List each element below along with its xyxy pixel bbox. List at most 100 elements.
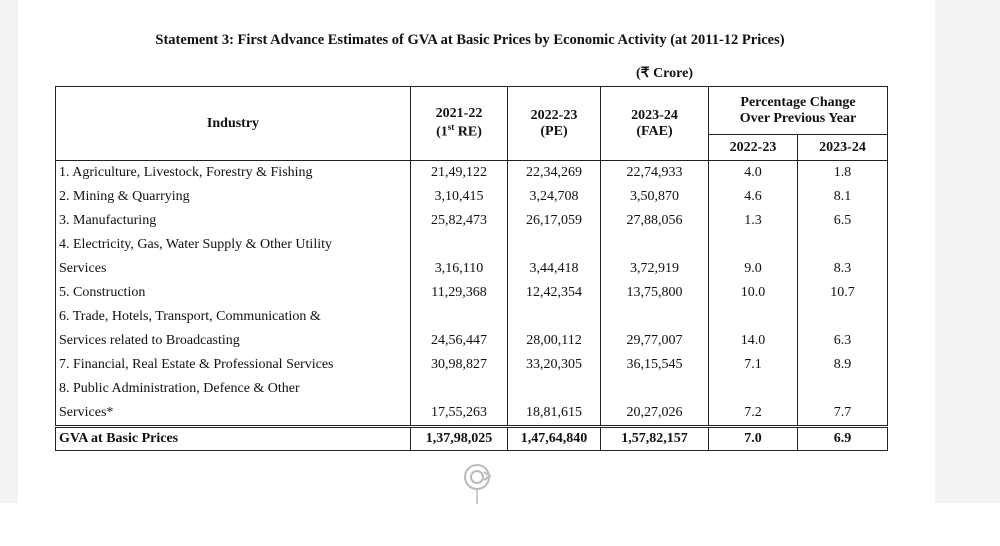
value-cell: 3,72,919 [600,233,709,281]
value-cell: 30,98,827 [410,353,508,377]
header-cell: 2023-24 (FAE) [600,86,709,161]
data-row: 4. Electricity, Gas, Water Supply & Othe… [55,233,888,281]
value-cell: 20,27,026 [600,377,709,427]
industry-text: 7. Financial, Real Estate & Professional… [59,357,334,372]
value-cell: 22,34,269 [507,160,601,185]
value-cell: 25,82,473 [410,209,508,233]
header-text: (1 [436,124,448,140]
industry-cell: 3. Manufacturing [55,209,411,233]
value-cell: 3,44,418 [507,233,601,281]
rotate-icon[interactable] [458,460,498,506]
value-cell: 6.3 [797,305,888,353]
industry-text: 1. Agriculture, Livestock, Forestry & Fi… [59,165,313,180]
viewer-margin [935,0,1000,503]
value-cell: 24,56,447 [410,305,508,353]
value-cell: 10.0 [708,281,798,305]
value-cell: 22,74,933 [600,160,709,185]
value-cell: 3,50,870 [600,185,709,209]
value-cell: 8.3 [797,233,888,281]
viewer-margin [0,0,18,503]
header-row: Industry 2021-22 (1st RE) 2022-23 (PE) 2023-2… [55,86,888,161]
value-cell: 3,24,708 [507,185,601,209]
industry-text: 4. Electricity, Gas, Water Supply & Othe… [59,237,332,252]
value-cell: 6.5 [797,209,888,233]
total-value: 1,57,82,157 [600,425,709,451]
header-text: 2021-22 [435,106,483,122]
value-cell: 26,17,059 [507,209,601,233]
value-cell: 3,10,415 [410,185,508,209]
value-cell: 36,15,545 [600,353,709,377]
header-text: (FAE) [636,123,673,139]
header-cell: 2022-23 [708,134,798,161]
industry-cell: 4. Electricity, Gas, Water Supply & Othe… [55,233,411,281]
value-cell: 3,16,110 [410,233,508,281]
value-cell: 33,20,305 [507,353,601,377]
header-cell: Percentage Change Over Previous Year [708,86,888,135]
industry-text: Services* [59,405,114,420]
value-cell: 11,29,368 [410,281,508,305]
total-label: GVA at Basic Prices [55,425,411,451]
gva-table: Industry 2021-22 (1st RE) 2022-23 (PE) 2023-2… [55,86,888,451]
value-cell: 8.1 [797,185,888,209]
value-cell: 17,55,263 [410,377,508,427]
value-cell: 12,42,354 [507,281,601,305]
industry-cell: 2. Mining & Quarrying [55,185,411,209]
value-cell: 1.8 [797,160,888,185]
value-cell: 4.0 [708,160,798,185]
header-row: 2022-23 2023-24 [56,134,888,161]
value-cell: 18,81,615 [507,377,601,427]
value-cell: 13,75,800 [600,281,709,305]
header-text: (FAE) [604,124,705,140]
value-cell: 7.1 [708,353,798,377]
industry-text: Services [59,261,107,276]
total-value: 6.9 [797,425,888,451]
total-value: 1,47,64,840 [507,425,601,451]
industry-text: 2. Mining & Quarrying [59,189,190,204]
header-text: (PE) [511,124,597,140]
header-text: st [447,122,455,133]
data-row: 7. Financial, Real Estate & Professional… [55,353,888,377]
value-cell: 14.0 [708,305,798,353]
header-cell: 2022-23 (PE) [507,86,601,161]
header-text: 2023-24 [631,107,678,123]
value-cell: 7.2 [708,377,798,427]
data-row: 6. Trade, Hotels, Transport, Communicati… [55,305,888,353]
data-row: 1. Agriculture, Livestock, Forestry & Fi… [55,160,888,185]
title: Statement 3: First Advance Estimates of … [155,32,785,48]
value-cell: 9.0 [708,233,798,281]
data-row: 5. Construction 11,29,368 12,42,354 13,75,8… [55,281,888,305]
value-cell: 21,49,122 [410,160,508,185]
header-cell: 2023-24 [797,134,888,161]
header-text: Percentage Change [740,94,856,110]
value-cell: 27,88,056 [600,209,709,233]
data-row: 2. Mining & Quarrying 3,10,415 3,24,708 3,5… [55,185,888,209]
value-cell: 8.9 [797,353,888,377]
industry-text: 8. Public Administration, Defence & Othe… [59,381,300,396]
header-text: Over Previous Year [739,110,857,126]
value-cell: 4.6 [708,185,798,209]
total-row: GVA at Basic Prices 1,37,98,025 1,47,64,84… [55,425,888,451]
industry-cell: 5. Construction [55,281,411,305]
header-text: 2022-23 [530,107,578,123]
header-cell: Industry [55,86,411,161]
header-text: RE) [454,124,482,140]
industry-text: Services related to Broadcasting [59,333,240,348]
header-text: (1st RE) [414,122,504,141]
value-cell: 29,77,007 [600,305,709,353]
industry-cell: 1. Agriculture, Livestock, Forestry & Fi… [55,160,411,185]
value-cell: 1.3 [708,209,798,233]
data-row: 8. Public Administration, Defence & Othe… [55,377,888,427]
total-value: 7.0 [708,425,798,451]
value-cell: 28,00,112 [507,305,601,353]
value-cell: 7.7 [797,377,888,427]
header-text: Industry [206,115,260,131]
industry-cell: 7. Financial, Real Estate & Professional… [55,353,411,377]
header-text: (PE) [540,123,568,139]
total-value: 1,37,98,025 [410,425,508,451]
data-row: 3. Manufacturing 25,82,473 26,17,059 27,88,… [55,209,888,233]
industry-text: 5. Construction [59,285,146,300]
industry-cell: 8. Public Administration, Defence & Othe… [55,377,411,427]
industry-text: 3. Manufacturing [59,213,157,228]
unit: (₹ Crore) [636,66,693,81]
